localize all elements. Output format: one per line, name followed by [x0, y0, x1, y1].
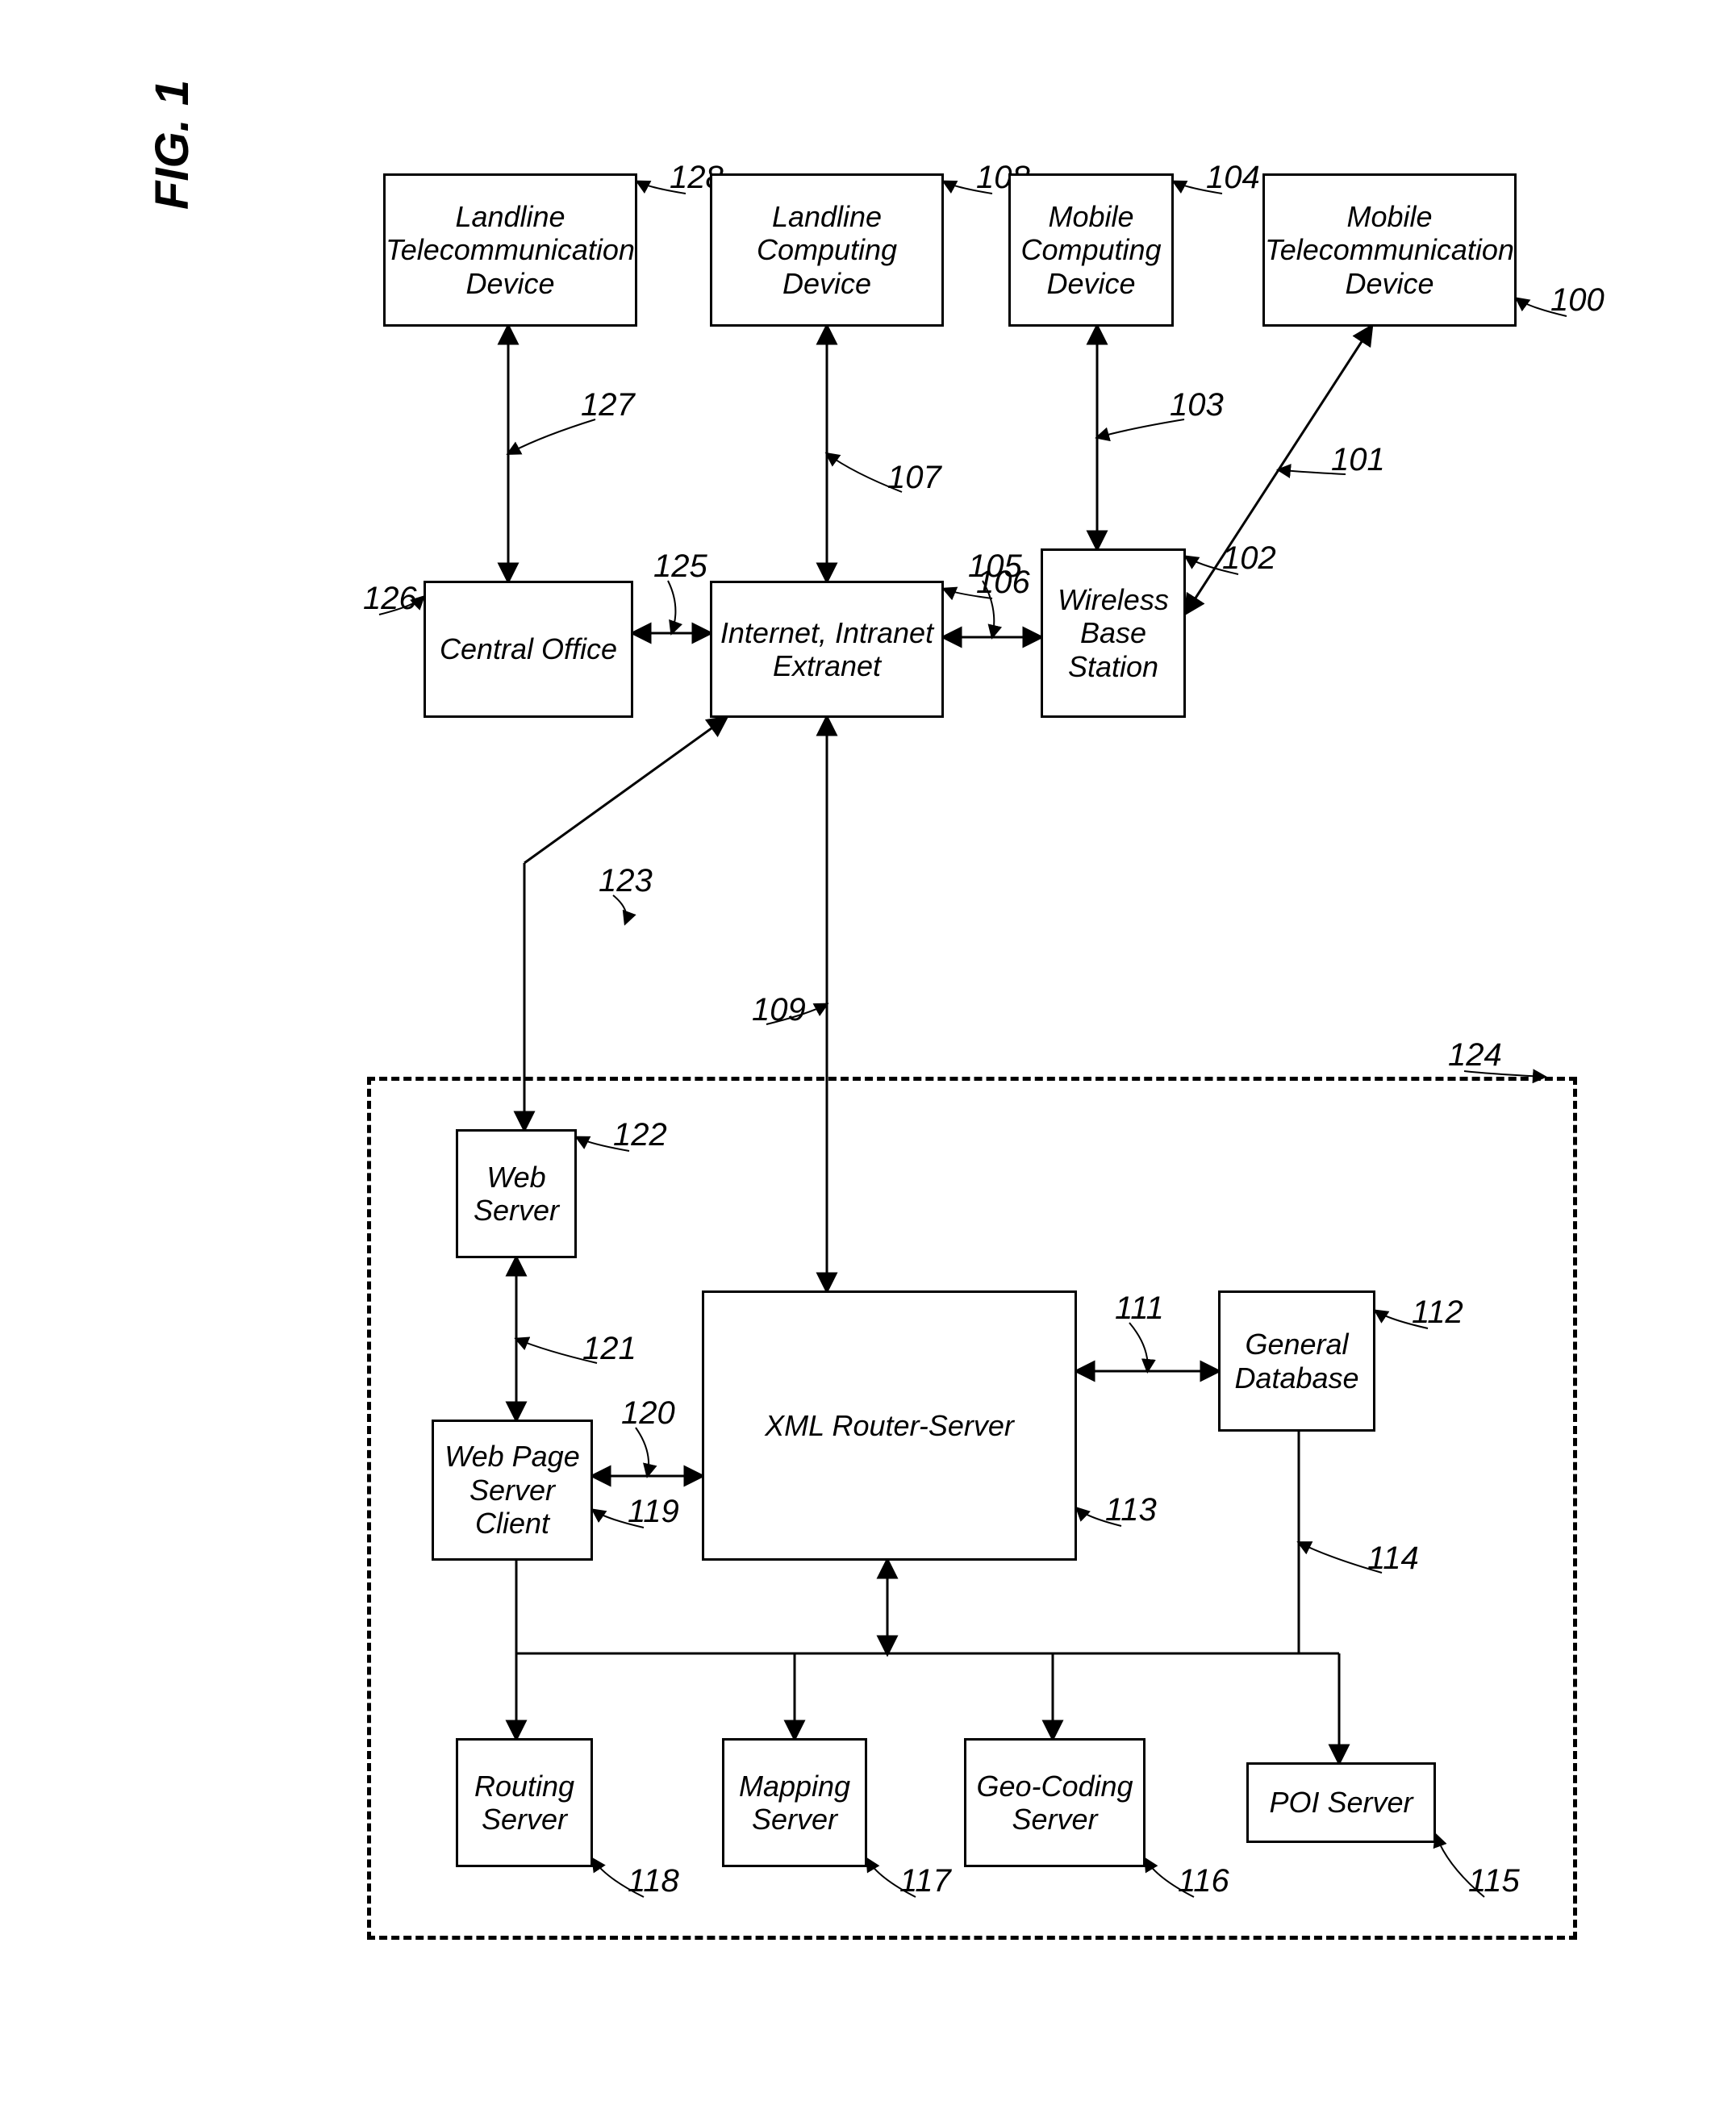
node-web_page_client: Web PageServerClient	[432, 1420, 593, 1561]
ref-label: 113	[1105, 1492, 1157, 1528]
node-general_db: GeneralDatabase	[1218, 1290, 1375, 1432]
edge-label: 125	[653, 548, 707, 585]
ref-label: 124	[1448, 1037, 1502, 1074]
ref-label: 116	[1178, 1863, 1229, 1899]
node-routing_server: RoutingServer	[456, 1738, 593, 1867]
ref-label: 104	[1206, 160, 1260, 196]
diagram-canvas: FIG. 1 124 LandlineTelecommunicationDevic…	[0, 0, 1736, 2118]
figure-title: FIG. 1	[145, 80, 199, 210]
node-mapping_server: MappingServer	[722, 1738, 867, 1867]
node-central_office: Central Office	[424, 581, 633, 718]
node-wireless_base: WirelessBaseStation	[1041, 548, 1186, 718]
node-poi_server: POI Server	[1246, 1762, 1436, 1843]
ref-label: 115	[1468, 1863, 1520, 1899]
edge-label: 120	[621, 1395, 675, 1432]
edge-label: 107	[887, 460, 941, 496]
node-landline_comp: LandlineComputing Device	[710, 173, 944, 327]
ref-label: 118	[628, 1863, 679, 1899]
edge-label: 103	[1170, 387, 1224, 423]
ref-label: 119	[628, 1494, 679, 1530]
node-geocoding_server: Geo-CodingServer	[964, 1738, 1146, 1867]
edge-label: 121	[582, 1331, 636, 1367]
ref-label: 100	[1550, 282, 1605, 319]
edge-label: 101	[1331, 442, 1385, 478]
node-landline_telecom: LandlineTelecommunicationDevice	[383, 173, 637, 327]
edge-label: 111	[1115, 1290, 1164, 1327]
node-xml_router: XML Router-Server	[702, 1290, 1077, 1561]
ref-label: 117	[899, 1863, 951, 1899]
edge-label: 123	[599, 863, 653, 899]
node-mobile_comp: MobileComputingDevice	[1008, 173, 1174, 327]
edge-label: 114	[1367, 1541, 1419, 1577]
edge-label: 109	[752, 992, 806, 1028]
node-mobile_telecom: MobileTelecommunicationDevice	[1262, 173, 1517, 327]
ref-label: 126	[363, 581, 417, 617]
edge-label: 127	[581, 387, 635, 423]
ref-label: 112	[1412, 1295, 1463, 1331]
ref-label: 102	[1222, 540, 1276, 577]
edge-label: 105	[968, 548, 1022, 585]
node-web_server: WebServer	[456, 1129, 577, 1258]
node-internet: Internet, IntranetExtranet	[710, 581, 944, 718]
ref-label: 122	[613, 1117, 667, 1153]
